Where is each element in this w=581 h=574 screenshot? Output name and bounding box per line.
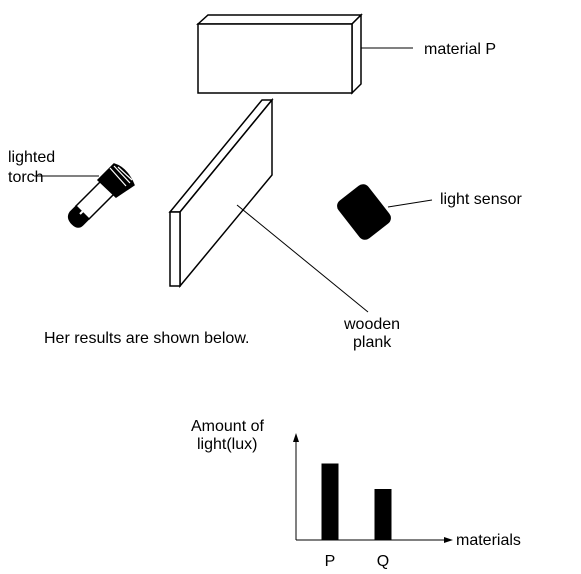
light-sensor [337, 184, 391, 240]
light-sensor-leader-line [387, 199, 433, 208]
x-axis-arrowhead [444, 537, 453, 543]
wooden-plank-label-line2: plank [353, 334, 392, 351]
material-p-block [196, 13, 363, 95]
chart-bars [321, 463, 392, 540]
x-axis-label: materials [456, 532, 521, 549]
wooden-plank [168, 97, 274, 289]
bar-q [374, 489, 392, 540]
lighted-torch-label-line1: lighted [8, 149, 55, 166]
category-label-q: Q [377, 553, 389, 570]
light-sensor-label: light sensor [440, 191, 522, 208]
lighted-torch-label-line2: torch [8, 169, 44, 186]
torch-icon [67, 163, 135, 228]
wooden-plank-leader-line [236, 204, 369, 313]
category-label-p: P [325, 553, 336, 570]
material-p-label: material P [424, 41, 496, 58]
wooden-plank-label-line1: wooden [343, 316, 400, 333]
bar-p [321, 463, 339, 540]
results-caption: Her results are shown below. [44, 330, 249, 347]
y-axis-label-line1: Amount of [191, 418, 264, 435]
y-axis-label-line2: light(lux) [197, 436, 257, 453]
y-axis-arrowhead [293, 433, 299, 442]
